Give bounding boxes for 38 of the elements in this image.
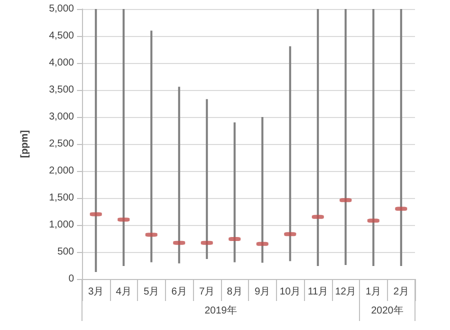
y-tick-label: 4,000	[48, 58, 74, 68]
x-tick-label: 12月	[335, 286, 356, 298]
bar	[372, 9, 374, 266]
y-axis-title: [ppm]	[20, 130, 30, 158]
y-tick-label: 5,000	[48, 4, 74, 14]
bar	[178, 86, 180, 264]
bar	[150, 30, 152, 262]
y-tick-label: 4,500	[48, 30, 74, 42]
y-tick-label: 3,500	[48, 84, 74, 96]
x-tick-label: 9月	[254, 286, 270, 298]
x-tick-label: 8月	[226, 286, 242, 298]
y-tick-label: 2,500	[48, 138, 74, 150]
bar	[400, 9, 402, 266]
bar	[261, 117, 264, 263]
x-tick-label: 3月	[88, 286, 104, 298]
y-tick-label: 500	[57, 246, 74, 258]
x-tick-label: 7月	[199, 286, 215, 298]
x-tick-label: 2月	[393, 286, 409, 298]
text: 2019年	[204, 304, 237, 316]
bar	[316, 9, 319, 266]
x-tick-label: 5月	[144, 286, 160, 298]
bar	[344, 9, 347, 265]
y-tick-label: 0	[68, 274, 74, 284]
bar	[122, 9, 125, 266]
x-tick-label: 10月	[280, 286, 301, 298]
x-tick-label: 11月	[308, 286, 328, 298]
y-tick-label: 1,500	[48, 192, 74, 204]
bar	[234, 122, 236, 262]
bar	[206, 99, 208, 260]
y-tick-label: 1,000	[48, 220, 74, 230]
x-tick-label: 4月	[116, 286, 132, 298]
text: 2020年	[371, 304, 404, 316]
y-tick-label: 2,000	[48, 166, 74, 176]
x-tick-label: 1月	[366, 286, 382, 298]
bar	[289, 46, 292, 262]
bar	[94, 9, 97, 272]
x-tick-label: 6月	[171, 286, 187, 298]
y-tick-label: 3,000	[48, 112, 74, 122]
